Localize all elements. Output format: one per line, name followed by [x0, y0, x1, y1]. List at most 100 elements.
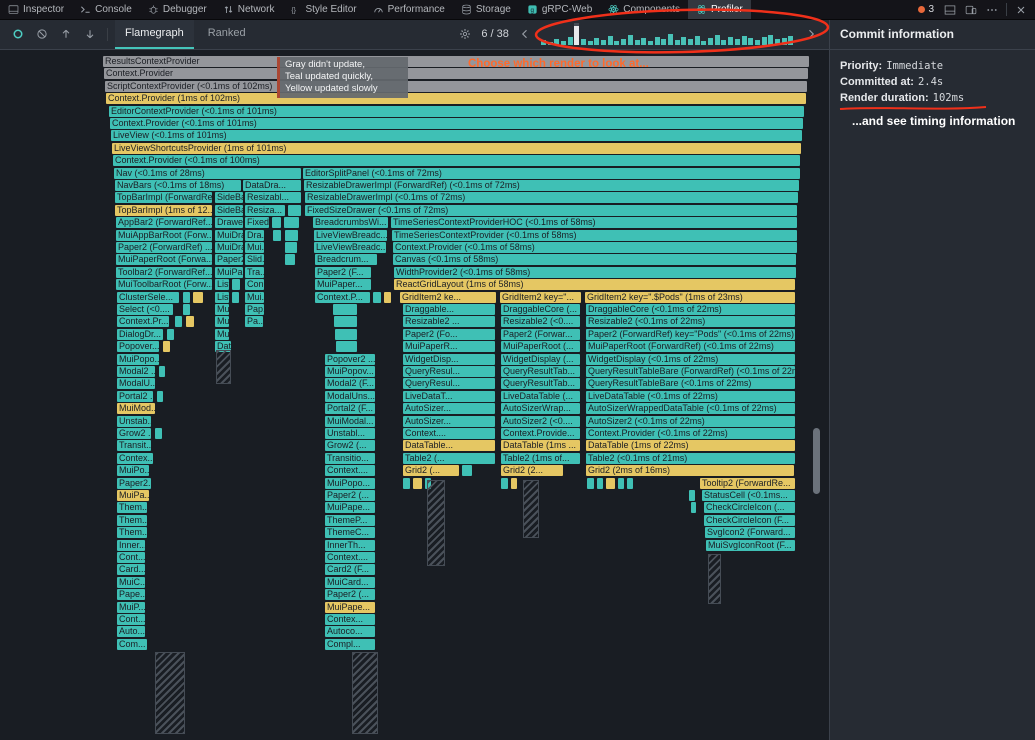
flame-bar[interactable]: ResultsContextProvider — [103, 56, 809, 67]
flame-bar[interactable]: InnerTh... — [325, 540, 375, 551]
flame-bar[interactable]: QueryResultTab... — [501, 366, 580, 377]
flame-bar[interactable] — [285, 230, 298, 241]
flame-bar[interactable]: Paper2 (... — [325, 490, 375, 501]
commit-bar[interactable] — [762, 23, 767, 45]
flame-bar[interactable]: Paper2 (F... — [215, 254, 243, 265]
flame-bar[interactable]: TimeSeriesContextProviderHOC (<0.1ms of … — [391, 217, 797, 228]
flame-hatch-column[interactable] — [427, 480, 445, 566]
flame-bar[interactable]: MuiDrawe... — [215, 230, 243, 241]
flame-bar[interactable] — [511, 478, 517, 489]
flame-bar[interactable] — [462, 465, 472, 476]
flame-bar[interactable]: Card... — [117, 564, 145, 575]
flame-bar[interactable] — [232, 279, 240, 290]
flame-bar[interactable]: Canvas (<0.1ms of 58ms) — [393, 254, 796, 265]
flame-bar[interactable]: Contex... — [325, 614, 375, 625]
flame-bar[interactable]: AutoSizerWrap... — [501, 403, 580, 414]
flame-bar[interactable]: Transit... — [117, 440, 151, 451]
flame-bar[interactable]: CheckCircleIcon (F... — [704, 515, 795, 526]
flame-bar[interactable]: WidgetDisplay (<0.1ms of 22ms) — [586, 354, 795, 365]
flame-bar[interactable]: MuiPopo... — [325, 478, 375, 489]
flame-bar[interactable]: MuiPaperRoot (... — [501, 341, 580, 352]
flame-bar[interactable] — [186, 316, 194, 327]
export-profile-icon[interactable] — [80, 26, 100, 43]
flame-bar[interactable]: Context.Provider (1ms of 102ms) — [106, 93, 806, 104]
flame-bar[interactable]: QueryResul... — [403, 366, 495, 377]
import-profile-icon[interactable] — [56, 26, 76, 43]
commit-bar[interactable] — [554, 23, 559, 45]
flame-bar[interactable]: Context.P... — [315, 292, 370, 303]
flame-bar[interactable]: Grid2 (2... — [501, 465, 563, 476]
flame-bar[interactable]: LiveDataT... — [403, 391, 495, 402]
flame-bar[interactable]: MuiAppBarRoot (Forw... — [116, 230, 212, 241]
flame-bar[interactable] — [689, 490, 695, 501]
flame-bar[interactable]: Paper2 (F... — [315, 267, 371, 278]
flame-bar[interactable]: Paper2... — [117, 478, 151, 489]
flame-bar[interactable]: EditorSplitPanel (<0.1ms of 72ms) — [303, 168, 800, 179]
flame-bar[interactable]: Them... — [117, 527, 147, 538]
flame-bar[interactable]: AutoSizer... — [403, 416, 495, 427]
flame-hatch-column[interactable] — [708, 554, 721, 604]
flame-bar[interactable]: Portal2 (F... — [325, 403, 375, 414]
flame-bar[interactable]: ModalU... — [117, 378, 155, 389]
commit-bar[interactable] — [748, 23, 753, 45]
flame-bar[interactable]: MuiDrawe... — [215, 242, 243, 253]
flame-bar[interactable]: MuiPaper... — [315, 279, 371, 290]
flame-bar[interactable]: CheckCircleIcon (... — [704, 502, 795, 513]
flame-bar[interactable]: Grid2 (2ms of 16ms) — [586, 465, 794, 476]
flame-bar[interactable]: ResizableDrawerImpl (ForwardRef) (<0.1ms… — [304, 180, 799, 191]
tab-components[interactable]: Components — [600, 0, 688, 19]
flame-bar[interactable]: QueryResultTableBare (<0.1ms of 22ms) — [586, 378, 795, 389]
flame-bar[interactable] — [175, 316, 182, 327]
flame-bar[interactable]: AutoSizerWrappedDataTable (<0.1ms of 22m… — [586, 403, 795, 414]
flame-bar[interactable]: Mui... — [215, 329, 229, 340]
flame-hatch-column[interactable] — [352, 652, 378, 734]
flame-bar[interactable]: Cont... — [117, 614, 145, 625]
flame-bar[interactable]: WidgetDisp... — [403, 354, 495, 365]
flame-bar[interactable]: DataTable (1ms of 22ms) — [586, 440, 795, 451]
flame-bar[interactable]: AutoSizer... — [403, 403, 495, 414]
commit-bar[interactable] — [668, 23, 673, 45]
flame-bar[interactable]: Compl... — [325, 639, 375, 650]
flame-bar[interactable] — [336, 341, 357, 352]
commit-bar[interactable] — [715, 23, 720, 45]
flame-hatch-column[interactable] — [523, 480, 539, 538]
flame-bar[interactable]: Grow2 ... — [117, 428, 151, 439]
flame-bar[interactable] — [159, 366, 165, 377]
flame-bar[interactable] — [413, 478, 422, 489]
flame-bar[interactable]: Cont... — [117, 552, 145, 563]
commit-bar[interactable] — [681, 23, 686, 45]
settings-gear-icon[interactable] — [455, 26, 475, 43]
flame-bar[interactable]: Paper2 (... — [325, 589, 375, 600]
flame-bar[interactable]: Drawer2 (... — [215, 217, 243, 228]
flame-bar[interactable]: QueryResultTableBare (ForwardRef) (<0.1m… — [586, 366, 795, 377]
tab-debugger[interactable]: Debugger — [140, 0, 215, 19]
flame-bar[interactable]: Draggable... — [403, 304, 495, 315]
flame-bar[interactable] — [163, 341, 170, 352]
commit-bar[interactable] — [635, 23, 640, 45]
flame-bar[interactable]: TimeSeriesContextProvider (<0.1ms of 58m… — [392, 230, 797, 241]
flame-bar[interactable]: MuiMod... — [117, 403, 155, 414]
flame-bar[interactable]: Card2 (F... — [325, 564, 375, 575]
flame-bar[interactable]: Them... — [117, 515, 147, 526]
tab-network[interactable]: Network — [215, 0, 283, 19]
flame-bar[interactable]: SvgIcon2 (Forward... — [705, 527, 795, 538]
flame-bar[interactable]: MuiCard... — [325, 577, 375, 588]
flame-bar[interactable]: ThemeP... — [325, 515, 375, 526]
flame-bar[interactable]: Grow2 (... — [325, 440, 375, 451]
flame-bar[interactable] — [373, 292, 381, 303]
flame-bar[interactable]: MuiPaper... — [215, 267, 243, 278]
commit-bar[interactable] — [708, 23, 713, 45]
commit-bar[interactable] — [742, 23, 747, 45]
commit-bar[interactable] — [621, 23, 626, 45]
commit-bar[interactable] — [688, 23, 693, 45]
flame-bar[interactable]: Resizabl... — [245, 192, 301, 203]
flame-bar[interactable] — [273, 230, 281, 241]
flame-bar[interactable]: Dra... — [245, 230, 264, 241]
flame-bar[interactable]: Portal2 ... — [117, 391, 153, 402]
flame-bar[interactable]: Paper2 (ForwardRef) key="Pods" (<0.1ms o… — [586, 329, 795, 340]
flame-bar[interactable] — [333, 304, 357, 315]
commit-bar[interactable] — [775, 23, 780, 45]
flame-bar[interactable]: Popover... — [117, 341, 159, 352]
flame-bar[interactable]: Context.... — [403, 428, 495, 439]
flame-bar[interactable]: ModalUns... — [325, 391, 375, 402]
